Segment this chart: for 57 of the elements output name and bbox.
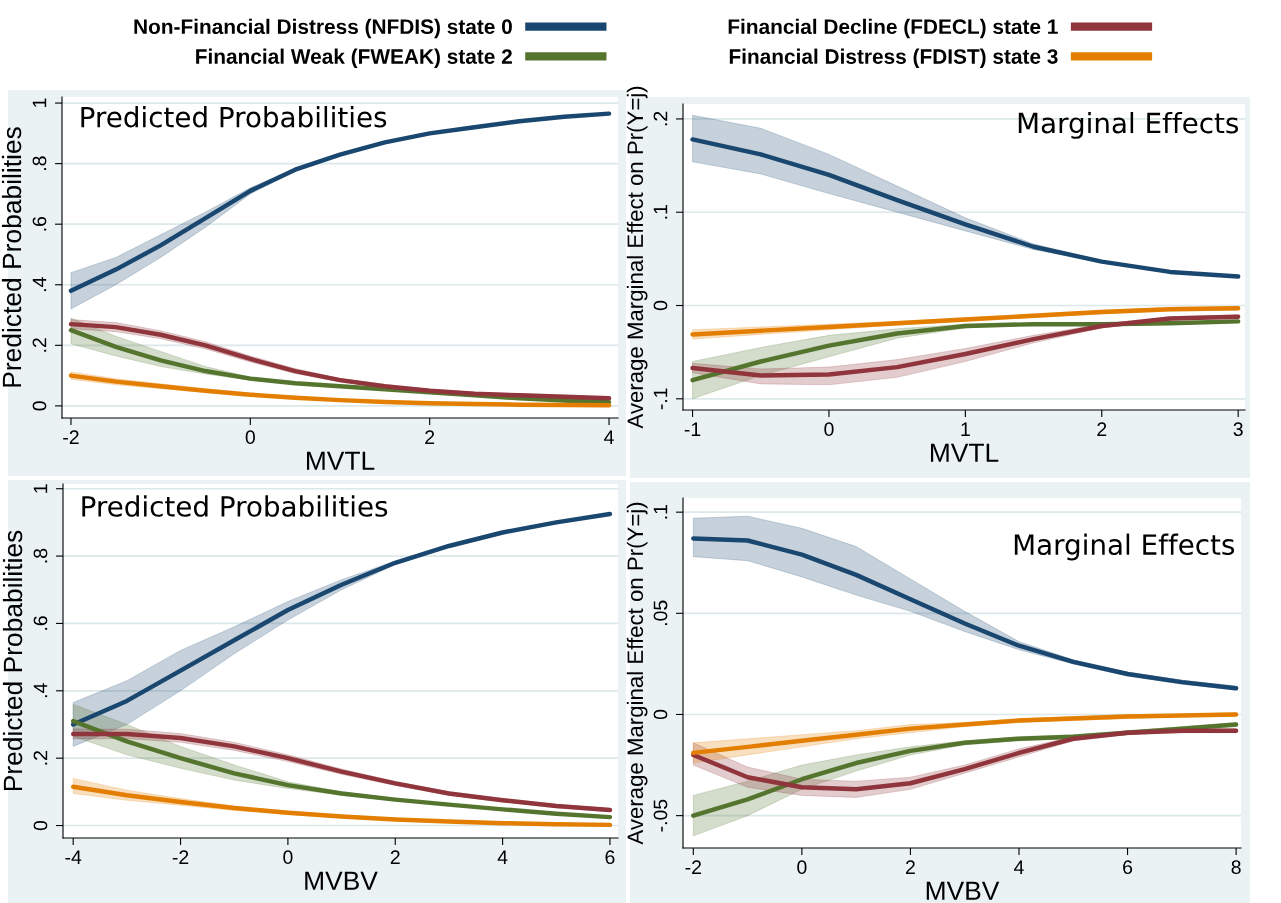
y-axis-title: Average Marginal Effect on Pr(Y=j) [626,86,648,429]
y-tick-label: -.05 [653,799,668,832]
y-tick-label: .1 [653,505,668,519]
x-tick-label: 3 [1233,422,1243,437]
y-tick-label: .4 [32,277,47,292]
x-axis-title: MVBV [926,881,1000,900]
x-tick-label: -2 [172,850,189,864]
y-tick-label: .4 [33,683,48,698]
y-tick-label: .2 [32,338,47,352]
x-tick-label: 0 [245,430,255,445]
x-tick-label: 2 [906,860,915,874]
x-tick-label: 4 [1014,860,1024,874]
y-tick-label: .6 [32,216,47,231]
legend-label: Financial Distress (FDIST) state 3 [729,48,1058,69]
x-tick-label: 4 [604,430,614,444]
x-tick-label: 0 [797,860,807,875]
x-axis-title: MVBV [305,871,378,890]
x-tick-label: -1 [684,422,701,436]
annotation: Marginal Effects [1014,533,1235,561]
x-tick-label: 2 [390,850,400,864]
legend-label: Non-Financial Distress (NFDIS) state 0 [134,18,512,39]
y-tick-label: .8 [32,156,47,170]
y-tick-label: .1 [653,205,668,219]
x-tick-label: 6 [605,850,615,865]
y-axis-title: Predicted Probabilities [2,530,23,791]
x-axis-title: MVTL [306,451,375,470]
x-tick-label: 6 [1123,860,1133,875]
y-tick-label: .6 [33,616,48,630]
y-tick-label: 0 [32,401,47,411]
y-tick-label: -.1 [653,388,668,410]
x-axis-title: MVTL [930,443,999,462]
y-tick-label: .05 [653,600,668,626]
x-tick-label: -2 [685,860,701,874]
x-tick-label: 4 [497,850,508,864]
x-tick-label: -2 [63,430,79,444]
x-tick-label: 0 [824,422,834,437]
y-tick-label: 0 [33,820,48,831]
x-tick-label: 8 [1231,860,1241,875]
annotation: Marginal Effects [1018,111,1239,139]
y-tick-label: .2 [653,111,668,126]
y-tick-label: 0 [653,709,668,720]
legend-label: Financial Weak (FWEAK) state 2 [196,48,512,69]
y-axis-title: Average Marginal Effect on Pr(Y=j) [626,502,648,845]
x-tick-label: -4 [65,850,82,864]
x-tick-label: 0 [283,850,293,865]
annotation: Predicted Probabilities [82,495,388,517]
y-tick-label: 0 [653,300,668,311]
y-tick-label: 1 [33,484,48,493]
y-tick-label: .2 [33,751,48,765]
x-tick-label: 1 [961,422,970,436]
annotation: Predicted Probabilities [81,106,387,128]
x-tick-label: 2 [425,430,435,444]
legend-label: Financial Decline (FDECL) state 1 [728,18,1058,39]
y-tick-label: 1 [32,98,47,107]
x-tick-label: 2 [1097,422,1107,436]
y-tick-label: .8 [33,548,48,563]
y-axis-title: Predicted Probabilities [1,127,22,387]
